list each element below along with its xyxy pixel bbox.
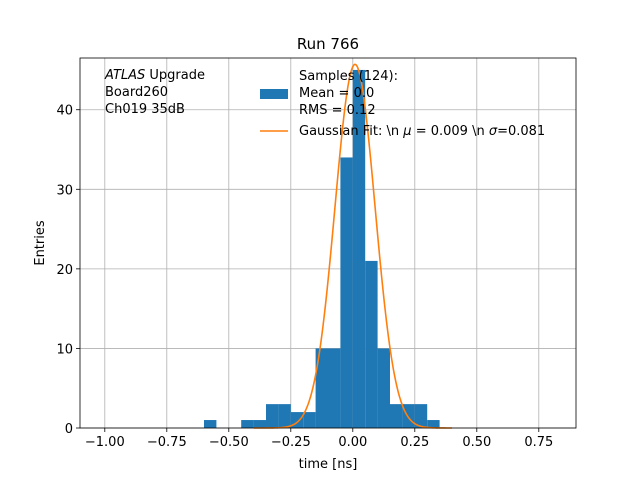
y-axis-title: Entries	[33, 220, 48, 266]
histogram-bar	[315, 348, 328, 428]
legend-swatch-histogram	[260, 89, 288, 99]
histogram-bar	[365, 260, 378, 428]
plot-frame	[79, 57, 577, 429]
x-tick-label: 0.75	[524, 435, 553, 450]
histogram-bar	[402, 404, 415, 428]
gaussian-fit	[253, 63, 452, 429]
annotation-text: Ch019 35dB	[105, 102, 185, 117]
histogram-bar	[390, 404, 403, 428]
y-tick-label: 40	[56, 104, 73, 119]
annotation-box: ATLAS Upgrade Board260 Ch019 35dB	[104, 68, 205, 117]
legend-label-histogram: RMS = 0.12	[299, 103, 376, 118]
y-tick-label: 10	[56, 342, 73, 357]
annotation-text: Board260	[105, 85, 168, 100]
chart-title: Run 766	[297, 35, 359, 53]
histogram-bar	[303, 412, 316, 428]
histogram-bar	[278, 404, 291, 428]
annotation-text: Upgrade	[145, 68, 205, 83]
y-axis-ticks: 0 10 20 30 40	[56, 104, 80, 437]
histogram-bar	[414, 404, 428, 428]
x-tick-label: 0.00	[338, 435, 367, 450]
histogram-bar	[377, 348, 390, 428]
x-axis-ticks: −1.00 −0.75 −0.50 −0.25 0.00 0.25 0.50 0.75	[85, 428, 553, 450]
annotation-italic: ATLAS	[104, 68, 145, 83]
y-tick-label: 0	[65, 422, 73, 437]
histogram-bar	[427, 420, 440, 428]
histogram-bar	[352, 69, 366, 428]
annotation-line: ATLAS Upgrade	[104, 68, 205, 83]
y-tick-label: 20	[56, 263, 73, 278]
x-tick-label: −0.50	[209, 435, 249, 450]
x-axis-title: time [ns]	[299, 457, 358, 472]
annotation-line: Ch019 35dB	[105, 102, 185, 117]
x-tick-label: −1.00	[85, 435, 125, 450]
annotation-line: Board260	[105, 85, 168, 100]
histogram-bars	[204, 69, 440, 428]
x-tick-label: −0.25	[271, 435, 311, 450]
legend: Samples (124): Mean = 0.0 RMS = 0.12 Gaus…	[260, 69, 545, 139]
histogram-bar	[328, 348, 341, 428]
histogram-bar	[204, 420, 217, 428]
legend-label-histogram: Mean = 0.0	[299, 86, 374, 101]
gaussian-fit-line	[253, 63, 452, 429]
x-tick-label: −0.75	[147, 435, 187, 450]
y-tick-label: 30	[56, 183, 73, 198]
legend-label-histogram: Samples (124):	[299, 69, 398, 84]
legend-label-fit: Gaussian Fit: \n μ = 0.009 \n σ=0.081	[299, 124, 545, 139]
histogram-bar	[253, 420, 266, 428]
x-tick-label: 0.25	[400, 435, 429, 450]
histogram-bar	[340, 157, 353, 428]
x-tick-label: 0.50	[462, 435, 491, 450]
histogram-bar	[266, 404, 279, 428]
histogram-bar	[241, 420, 254, 428]
